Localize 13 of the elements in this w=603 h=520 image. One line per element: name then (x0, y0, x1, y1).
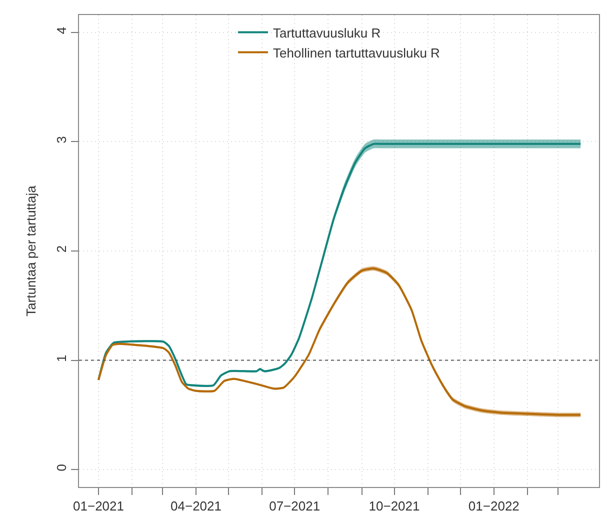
legend-label: Tehollinen tartuttavuusluku R (273, 45, 440, 60)
y-tick-label: 0 (54, 464, 69, 472)
legend-label: Tartuttavuusluku R (273, 25, 381, 40)
x-tick-label: 01−2022 (468, 498, 520, 514)
x-tick-label: 01−2021 (73, 498, 124, 514)
y-tick-label: 2 (54, 245, 69, 253)
x-tick-label: 04−2021 (170, 498, 222, 514)
y-tick-label: 1 (54, 354, 69, 362)
y-tick-label: 4 (54, 26, 69, 34)
x-tick-label: 07−2021 (269, 498, 320, 514)
x-tick-label: 10−2021 (368, 498, 420, 514)
y-tick-label: 3 (54, 136, 69, 144)
y-axis-title: Tartuntaa per tartuttaja (24, 184, 39, 316)
